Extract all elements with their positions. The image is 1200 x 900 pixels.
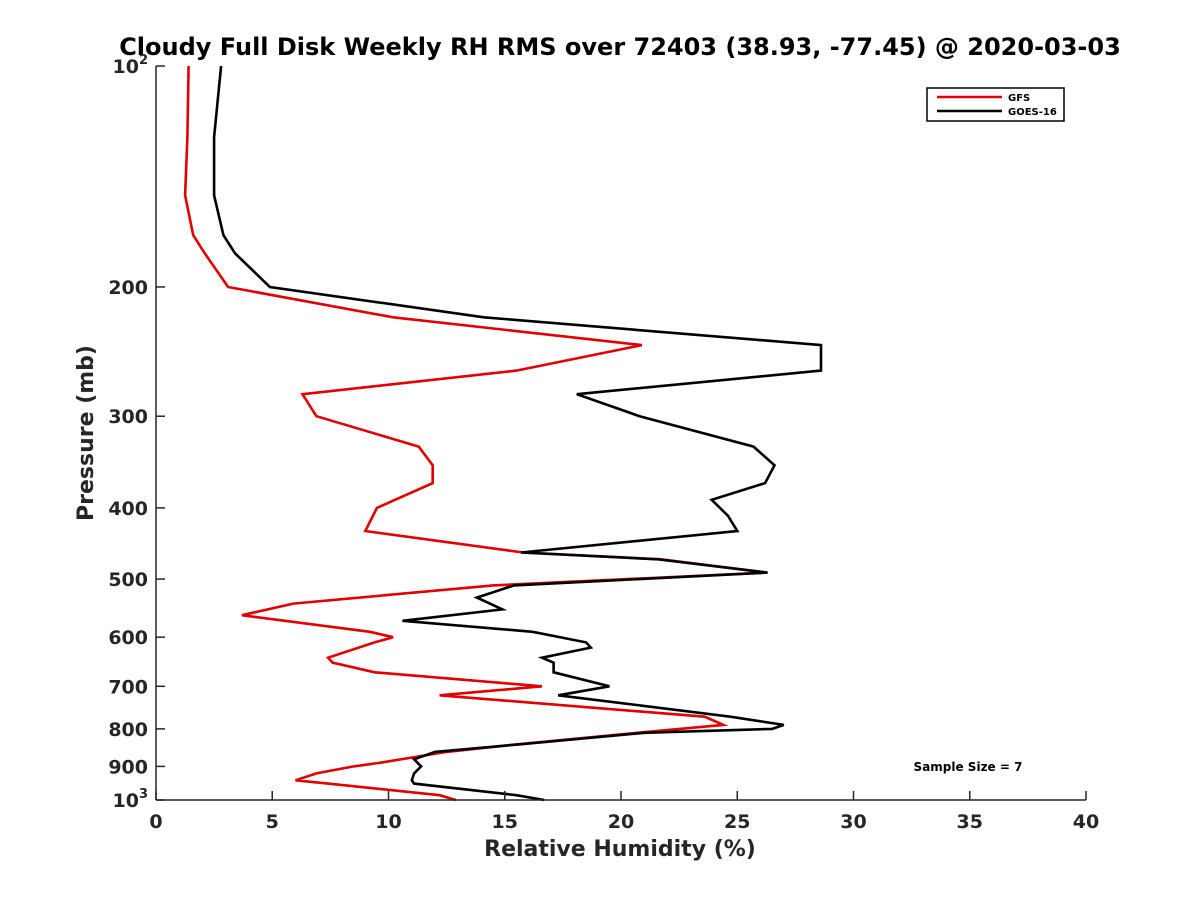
x-tick-label-10: 10	[375, 811, 401, 833]
y-tick-label-300: 300	[108, 406, 148, 428]
axes-layer: 0 5 10 15 20 25 30 35 40 102 200 300 400 500 600 700 800…	[108, 53, 1099, 833]
x-axis-label: Relative Humidity (%)	[484, 837, 756, 862]
x-tick-label-35: 35	[957, 811, 983, 833]
y-tick-label-700: 700	[108, 676, 148, 698]
x-tick-label-25: 25	[724, 811, 750, 833]
x-tick-label-20: 20	[608, 811, 634, 833]
sample-size-annotation: Sample Size = 7	[914, 760, 1023, 774]
y-tick-label-1000: 103	[113, 787, 149, 812]
chart-title: Cloudy Full Disk Weekly RH RMS over 7240…	[119, 33, 1121, 61]
y-tick-label-600: 600	[108, 627, 148, 649]
legend: GFS GOES-16	[926, 87, 1065, 122]
y-axis-label: Pressure (mb)	[74, 345, 99, 521]
x-tick-label-0: 0	[149, 811, 162, 833]
y-tick-label-800: 800	[108, 719, 148, 741]
y-tick-label-500: 500	[108, 569, 148, 591]
series-line-gfs	[183, 65, 768, 802]
series-layer	[183, 65, 823, 802]
series-line-goes16	[212, 65, 823, 802]
legend-label-goes16: GOES-16	[1008, 107, 1057, 118]
y-tick-label-900: 900	[108, 756, 148, 778]
y-tick-label-100: 102	[113, 53, 149, 78]
x-tick-label-30: 30	[840, 811, 866, 833]
x-tick-label-5: 5	[266, 811, 279, 833]
x-tick-label-15: 15	[492, 811, 518, 833]
legend-box	[926, 87, 1065, 122]
y-tick-label-200: 200	[108, 277, 148, 299]
x-tick-label-40: 40	[1073, 811, 1099, 833]
legend-label-gfs: GFS	[1008, 93, 1030, 104]
y-tick-label-400: 400	[108, 498, 148, 520]
